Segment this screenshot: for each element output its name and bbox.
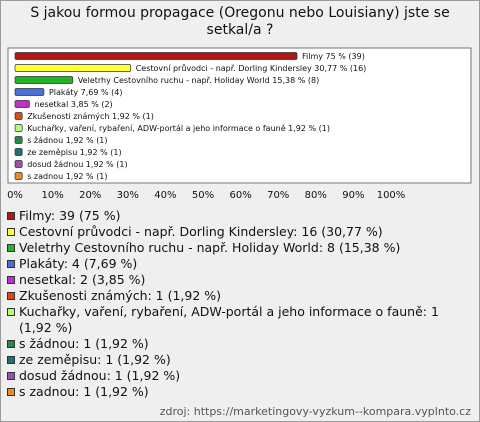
bar xyxy=(14,64,132,72)
legend: Filmy: 39 (75 %) Cestovní průvodci - např… xyxy=(7,208,473,400)
value-label: s žádnou 1,92 % (1) xyxy=(27,136,107,145)
value-label: Veletrhy Cestovního ruchu - např. Holida… xyxy=(78,76,319,85)
legend-swatch xyxy=(7,388,15,396)
legend-swatch xyxy=(7,260,15,268)
legend-swatch xyxy=(7,228,15,236)
legend-swatch xyxy=(7,340,15,348)
value-label: Filmy 75 % (39) xyxy=(302,52,365,61)
value-label: s zadnou 1,92 % (1) xyxy=(27,172,107,181)
legend-label: Cestovní průvodci - např. Dorling Kinder… xyxy=(19,224,383,239)
bar xyxy=(14,52,298,60)
x-tick-label: 80% xyxy=(305,190,327,201)
legend-swatch xyxy=(7,212,15,220)
legend-entry: Plakáty: 4 (7,69 %) xyxy=(7,256,473,272)
value-label: Kuchařky, vaření, rybaření, ADW-portál a… xyxy=(27,124,330,133)
legend-entry: Filmy: 39 (75 %) xyxy=(7,208,473,224)
legend-entry: nesetkal: 2 (3,85 %) xyxy=(7,272,473,288)
x-tick-label: 20% xyxy=(79,190,101,201)
value-label: dosud žádnou 1,92 % (1) xyxy=(27,160,127,169)
x-tick-label: 40% xyxy=(154,190,176,201)
legend-label: Kuchařky, vaření, rybaření, ADW-portál a… xyxy=(19,304,439,335)
bar xyxy=(14,112,23,120)
bar xyxy=(14,76,74,84)
bar xyxy=(14,124,23,132)
bar xyxy=(14,136,23,144)
legend-entry: dosud žádnou: 1 (1,92 %) xyxy=(7,368,473,384)
legend-label: s žádnou: 1 (1,92 %) xyxy=(19,336,149,351)
value-label: nesetkal 3,85 % (2) xyxy=(34,100,112,109)
legend-swatch xyxy=(7,292,15,300)
x-tick-label: 10% xyxy=(41,190,63,201)
legend-label: Plakáty: 4 (7,69 %) xyxy=(19,256,138,271)
legend-swatch xyxy=(7,308,15,316)
legend-label: s zadnou: 1 (1,92 %) xyxy=(19,384,149,399)
bar xyxy=(14,100,30,108)
legend-label: Zkušenosti známých: 1 (1,92 %) xyxy=(19,288,222,303)
bar xyxy=(14,172,23,180)
legend-label: Veletrhy Cestovního ruchu - např. Holida… xyxy=(19,240,401,255)
legend-entry: Zkušenosti známých: 1 (1,92 %) xyxy=(7,288,473,304)
value-label: Cestovní průvodci - např. Dorling Kinder… xyxy=(136,63,367,73)
legend-swatch xyxy=(7,244,15,252)
x-tick-label: 0% xyxy=(7,190,23,201)
chart-title: S jakou formou propagace (Oregonu nebo L… xyxy=(30,5,450,38)
bar xyxy=(14,160,23,168)
value-label: Plakáty 7,69 % (4) xyxy=(49,88,123,97)
legend-entry: s zadnou: 1 (1,92 %) xyxy=(7,384,473,400)
legend-label: dosud žádnou: 1 (1,92 %) xyxy=(19,368,181,383)
bar xyxy=(14,88,45,96)
legend-label: Filmy: 39 (75 %) xyxy=(19,208,121,223)
x-tick-label: 90% xyxy=(342,190,364,201)
legend-entry: s žádnou: 1 (1,92 %) xyxy=(7,336,473,352)
legend-entry: ze zeměpisu: 1 (1,92 %) xyxy=(7,352,473,368)
bar xyxy=(14,148,23,156)
legend-label: ze zeměpisu: 1 (1,92 %) xyxy=(19,352,171,367)
source: zdroj: https://marketingovy-vyzkum--komp… xyxy=(159,405,471,418)
chart: 0% 10% 20% 30% 40% 50% 60% 70% 80% 90% 100% Filmy 7… xyxy=(7,47,472,201)
legend-swatch xyxy=(7,276,15,284)
legend-label: nesetkal: 2 (3,85 %) xyxy=(19,272,146,287)
legend-entry: Kuchařky, vaření, rybaření, ADW-portál a… xyxy=(7,304,473,336)
x-tick-label: 100% xyxy=(377,190,406,201)
value-label: Zkušenosti známých 1,92 % (1) xyxy=(27,111,154,121)
value-label: ze zeměpisu 1,92 % (1) xyxy=(27,148,121,157)
legend-swatch xyxy=(7,356,15,364)
x-tick-label: 30% xyxy=(117,190,139,201)
x-tick-label: 60% xyxy=(229,190,251,201)
legend-swatch xyxy=(7,372,15,380)
legend-entry: Cestovní průvodci - např. Dorling Kinder… xyxy=(7,224,473,240)
x-tick-label: 50% xyxy=(192,190,214,201)
legend-entry: Veletrhy Cestovního ruchu - např. Holida… xyxy=(7,240,473,256)
x-tick-label: 70% xyxy=(267,190,289,201)
